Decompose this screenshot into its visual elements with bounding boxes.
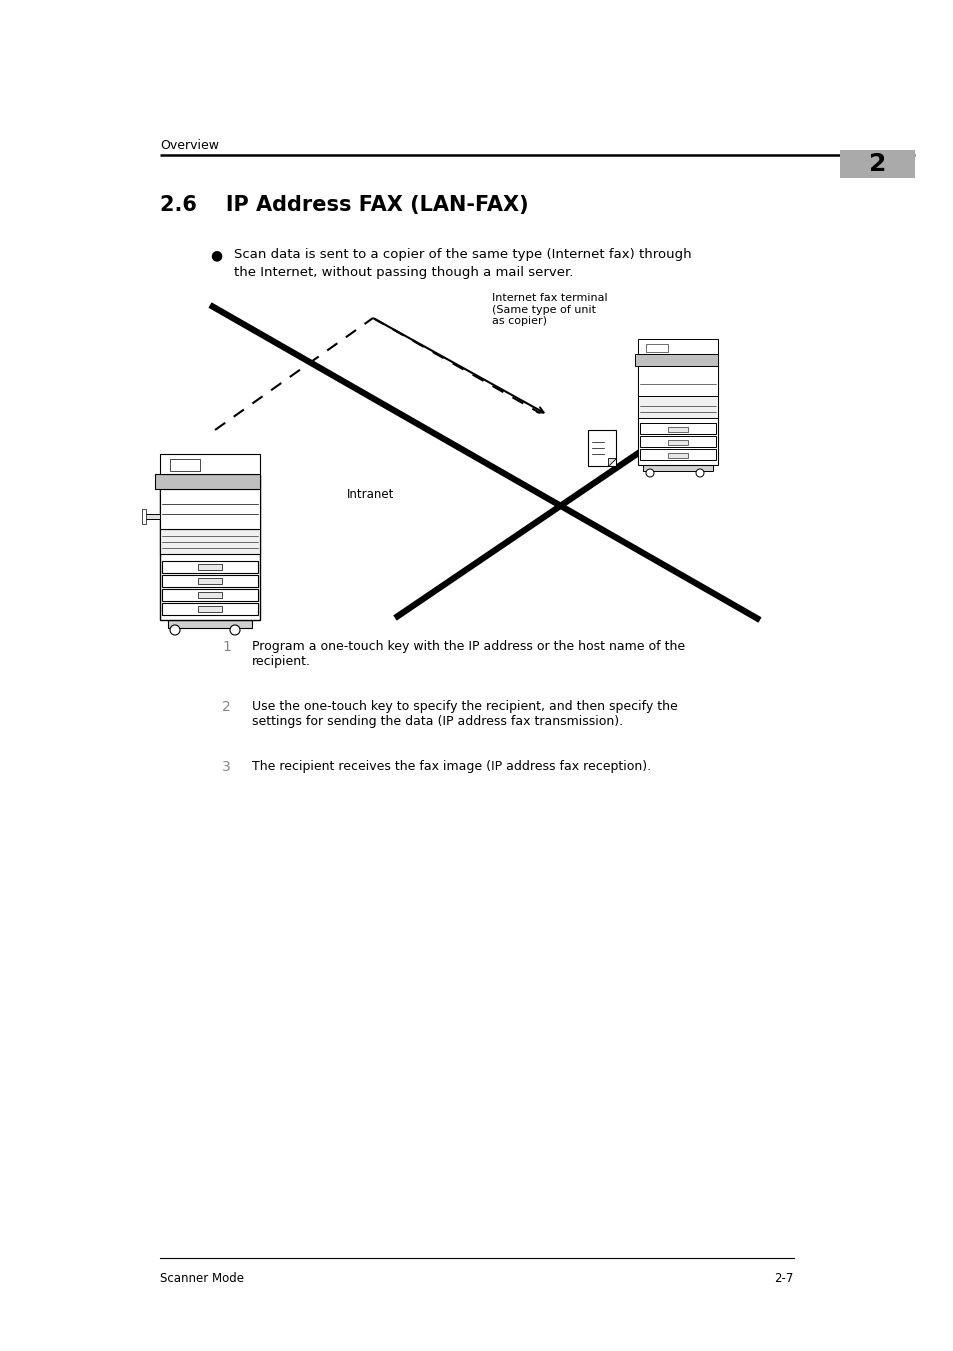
Bar — [198, 578, 222, 584]
Text: 3: 3 — [222, 761, 231, 774]
Bar — [667, 427, 687, 432]
Bar — [840, 150, 914, 178]
Text: 2-7: 2-7 — [774, 1273, 793, 1285]
Bar — [162, 603, 257, 615]
Text: 2.6    IP Address FAX (LAN-FAX): 2.6 IP Address FAX (LAN-FAX) — [160, 195, 528, 215]
Bar — [168, 620, 252, 628]
Bar — [587, 430, 616, 466]
Bar — [639, 449, 716, 459]
Bar — [162, 576, 257, 586]
Circle shape — [696, 469, 703, 477]
Bar — [638, 396, 718, 417]
Bar — [667, 453, 687, 458]
Circle shape — [645, 469, 654, 477]
Text: Intranet: Intranet — [347, 488, 394, 501]
Text: 2: 2 — [222, 700, 231, 713]
Bar — [160, 476, 260, 620]
Text: Overview: Overview — [160, 139, 219, 153]
Polygon shape — [607, 458, 616, 466]
Text: Scanner Mode: Scanner Mode — [160, 1273, 244, 1285]
Bar — [160, 489, 260, 530]
Bar — [198, 563, 222, 570]
Bar — [145, 513, 160, 519]
Bar — [645, 345, 667, 353]
Bar — [160, 454, 260, 474]
Bar — [638, 366, 718, 396]
Bar — [639, 423, 716, 434]
Text: Scan data is sent to a copier of the same type (Internet fax) through: Scan data is sent to a copier of the sam… — [233, 249, 691, 261]
Bar — [198, 592, 222, 598]
Bar — [667, 440, 687, 444]
Bar — [198, 607, 222, 612]
Bar — [170, 459, 200, 471]
Bar — [162, 561, 257, 573]
Bar — [142, 509, 146, 524]
Text: the Internet, without passing though a mail server.: the Internet, without passing though a m… — [233, 266, 573, 280]
Bar — [635, 354, 718, 366]
Circle shape — [230, 626, 240, 635]
Text: 1: 1 — [222, 640, 231, 654]
Bar — [154, 474, 260, 489]
Bar — [162, 589, 257, 601]
Bar — [160, 530, 260, 554]
Bar — [638, 359, 718, 465]
Text: Internet fax terminal
(Same type of unit
as copier): Internet fax terminal (Same type of unit… — [492, 293, 607, 326]
Bar — [639, 436, 716, 447]
Text: Program a one-touch key with the IP address or the host name of the
recipient.: Program a one-touch key with the IP addr… — [252, 640, 684, 667]
Text: 2: 2 — [868, 153, 885, 176]
Bar — [642, 465, 712, 471]
Circle shape — [170, 626, 180, 635]
Text: ●: ● — [210, 249, 222, 262]
Text: Use the one-touch key to specify the recipient, and then specify the
settings fo: Use the one-touch key to specify the rec… — [252, 700, 677, 728]
Bar — [638, 339, 718, 354]
Text: The recipient receives the fax image (IP address fax reception).: The recipient receives the fax image (IP… — [252, 761, 651, 773]
